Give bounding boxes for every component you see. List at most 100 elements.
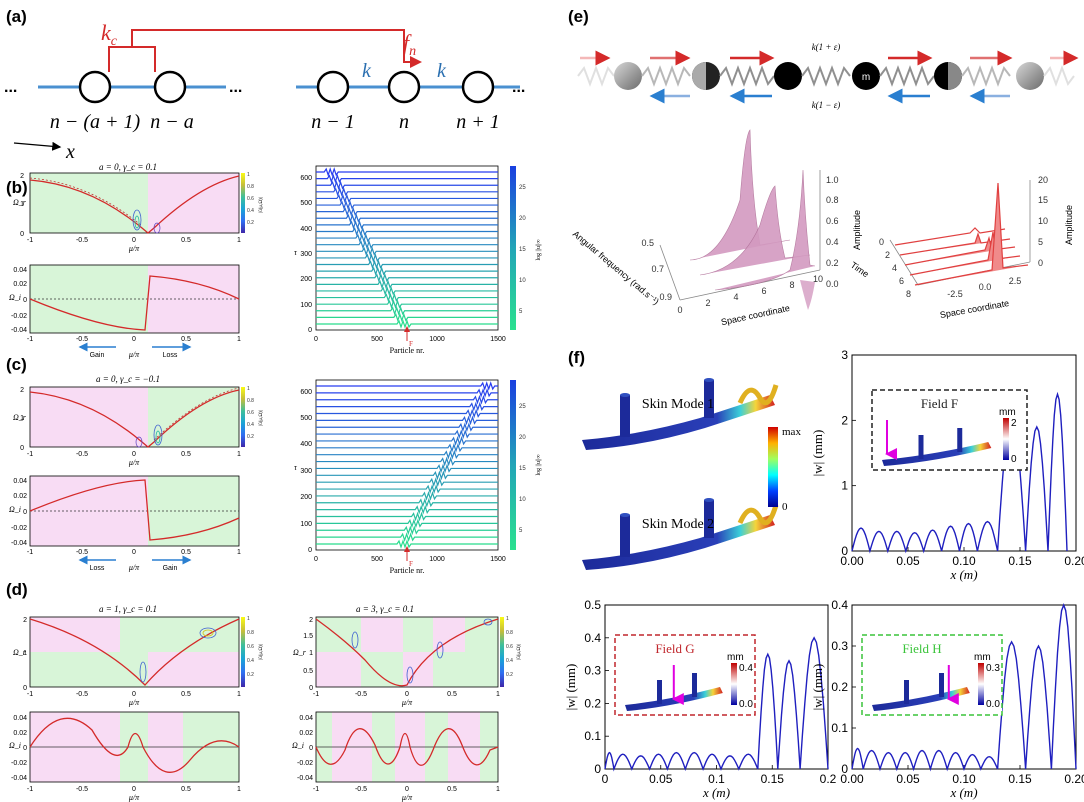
wave-colorbar-b: [510, 166, 516, 330]
coupling-line: [131, 29, 422, 68]
gain-label-b: Gain: [90, 352, 105, 359]
svg-text:1500: 1500: [490, 336, 506, 343]
svg-text:0.4: 0.4: [247, 658, 254, 664]
mass-n-a-1: [78, 70, 112, 104]
chain-mass-1: [614, 62, 642, 90]
x-axis-label: x (m): [949, 785, 977, 800]
wave-plot-c: [315, 379, 499, 551]
svg-text:a = 0, γ_c = −0.1: a = 0, γ_c = −0.1: [96, 374, 160, 384]
displacement-curve: [851, 391, 1068, 554]
waterfall-line: [316, 259, 498, 270]
waterfall-line: [316, 213, 498, 224]
svg-text:μ/π: μ/π: [128, 563, 140, 572]
svg-text:100: 100: [300, 302, 312, 309]
x-tick-label: 0.10: [952, 554, 976, 568]
waterfall-line: [316, 525, 498, 536]
svg-text:500: 500: [371, 336, 383, 343]
svg-text:2: 2: [20, 173, 24, 180]
skin-mode-2-render: Skin Mode 2: [582, 498, 779, 570]
svg-text:0.0: 0.0: [739, 699, 753, 710]
colorbar-b: [241, 173, 245, 233]
svg-text:0.2: 0.2: [506, 672, 513, 678]
svg-text:0.5: 0.5: [181, 786, 191, 793]
svg-text:|ũ(μ,Ω)|: |ũ(μ,Ω)|: [259, 644, 264, 659]
svg-text:1.0: 1.0: [826, 175, 839, 185]
waterfall-line: [316, 226, 498, 237]
svg-text:5: 5: [519, 309, 523, 315]
svg-text:-0.5: -0.5: [355, 786, 367, 793]
waterfall-line: [316, 286, 498, 296]
svg-text:8: 8: [906, 289, 911, 299]
waterfall-line: [316, 206, 498, 217]
svg-text:-0.02: -0.02: [11, 760, 27, 767]
coupling-bracket: [108, 46, 156, 72]
x-tick-label: 0.15: [761, 772, 785, 786]
band-title-b: a = 0, γ_c = 0.1: [99, 162, 157, 172]
svg-text:1: 1: [496, 691, 500, 698]
svg-text:1000: 1000: [429, 336, 445, 343]
svg-text:-0.5: -0.5: [76, 336, 88, 343]
svg-text:0.6: 0.6: [247, 410, 254, 416]
band-curve-b: [29, 175, 240, 234]
waterfall-line: [316, 484, 498, 494]
force-label: fn: [403, 30, 416, 59]
waterfall-line: [316, 180, 498, 191]
svg-text:20: 20: [519, 435, 526, 441]
y-axis-label: |w| (mm): [810, 664, 825, 711]
svg-text:0.8: 0.8: [247, 630, 254, 636]
waterfall-line: [316, 415, 498, 426]
svg-text:1: 1: [237, 451, 241, 458]
svg-text:0.02: 0.02: [13, 493, 27, 500]
svg-text:μ/π: μ/π: [128, 458, 140, 467]
svg-text:25: 25: [519, 404, 526, 410]
x-axis-label: x: [65, 141, 75, 163]
chain-dots-left: ...: [4, 79, 17, 96]
svg-text:0: 0: [677, 305, 682, 315]
svg-text:-0.04: -0.04: [11, 327, 27, 334]
node-label-n-a-1: n − (a + 1): [50, 111, 141, 133]
waterfall-line: [316, 299, 498, 310]
waterfall-line: [316, 312, 498, 323]
coupling-label: kc: [101, 20, 118, 49]
svg-text:4: 4: [733, 292, 738, 302]
y-tick-label: 0.1: [584, 729, 601, 743]
svg-text:μ/π: μ/π: [128, 244, 140, 253]
svg-text:mm: mm: [974, 652, 991, 663]
svg-text:1000: 1000: [429, 556, 445, 563]
waterfall-line: [316, 394, 498, 405]
svg-text:1: 1: [496, 786, 500, 793]
skin-mode-1-render: Skin Mode 1: [582, 378, 779, 450]
svg-text:μ/π: μ/π: [128, 793, 140, 802]
x-tick-label: 0.1: [708, 772, 725, 786]
x-axis-label: x (m): [702, 785, 730, 800]
spring-top-label: k(1 + ε): [812, 42, 841, 52]
svg-text:0: 0: [405, 691, 409, 698]
svg-text:0.5: 0.5: [447, 691, 457, 698]
svg-text:0.5: 0.5: [181, 691, 191, 698]
waterfall-line: [316, 246, 498, 257]
x-tick-label: 0.05: [896, 554, 920, 568]
svg-text:1: 1: [20, 201, 24, 208]
svg-text:0.04: 0.04: [13, 715, 27, 722]
svg-text:-0.02: -0.02: [11, 525, 27, 532]
y-tick-label: 2: [841, 413, 848, 427]
svg-text:1: 1: [23, 650, 27, 657]
svg-text:μ/π: μ/π: [401, 793, 413, 802]
svg-text:max: max: [782, 426, 801, 438]
field-label: Field G: [655, 641, 694, 656]
field-label: Field H: [902, 641, 941, 656]
field-f-plot: 0 1 2 3 0.00 0.05 0.10 0.15 0.20 x (m) |w| (mm) Fie…: [810, 348, 1084, 582]
svg-text:0.5: 0.5: [181, 549, 191, 556]
x-tick-label: 0.10: [952, 772, 976, 786]
waterfall-line: [316, 167, 498, 177]
svg-text:1: 1: [237, 691, 241, 698]
svg-text:0.2: 0.2: [247, 434, 254, 440]
svg-text:0.0: 0.0: [979, 282, 992, 292]
mass-n-a: [153, 70, 187, 104]
waterfall-line: [316, 387, 498, 398]
gain-label-c: Gain: [163, 565, 178, 572]
chain-dots-right: ...: [512, 79, 525, 96]
waterfall-line: [316, 381, 498, 391]
node-label-n-plus-1: n + 1: [456, 111, 500, 133]
